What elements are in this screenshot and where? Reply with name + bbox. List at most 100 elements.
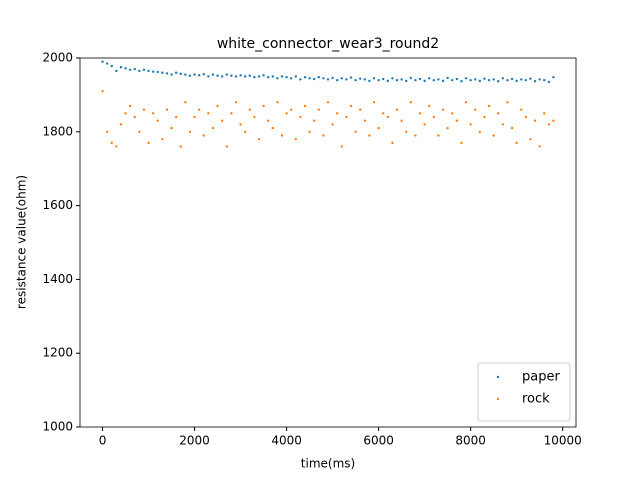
point	[257, 137, 261, 141]
point	[543, 78, 546, 82]
point	[533, 119, 537, 122]
point	[382, 77, 385, 81]
point	[280, 75, 284, 78]
point	[418, 112, 422, 115]
point	[303, 75, 307, 79]
point	[276, 101, 279, 104]
point	[294, 75, 297, 78]
point	[128, 104, 132, 108]
y-tick-label: 1800	[42, 124, 73, 138]
point	[280, 134, 284, 137]
legend-marker	[496, 397, 500, 401]
point	[193, 73, 196, 76]
point	[184, 101, 187, 104]
point	[234, 101, 238, 104]
point	[345, 78, 348, 81]
point	[285, 112, 288, 115]
point	[455, 77, 459, 81]
point	[188, 130, 192, 133]
point	[197, 108, 201, 111]
point	[510, 126, 514, 130]
point	[165, 72, 169, 75]
point	[184, 73, 187, 76]
legend-box	[477, 362, 571, 422]
point	[506, 101, 509, 104]
point	[451, 78, 454, 82]
point	[138, 130, 141, 133]
point	[211, 73, 215, 76]
point	[533, 80, 537, 83]
point	[474, 78, 477, 81]
point	[538, 145, 541, 148]
point	[492, 134, 495, 137]
y-tick-label: 1200	[42, 346, 73, 360]
point	[216, 74, 219, 77]
point	[165, 108, 169, 111]
point	[386, 79, 390, 83]
point	[271, 126, 274, 130]
point	[414, 134, 417, 137]
point	[317, 75, 320, 79]
point	[469, 78, 472, 82]
point	[354, 78, 357, 82]
point	[483, 115, 486, 119]
legend-marker	[496, 375, 500, 379]
point	[423, 79, 426, 83]
point	[515, 79, 518, 83]
point	[211, 126, 215, 130]
point	[253, 115, 256, 119]
point	[441, 79, 445, 83]
legend-label: paper	[522, 370, 560, 385]
point	[257, 75, 261, 78]
point	[216, 104, 219, 108]
point	[506, 78, 509, 82]
point	[395, 78, 399, 82]
point	[363, 119, 367, 122]
point	[487, 78, 491, 82]
point	[386, 115, 390, 119]
point	[285, 75, 288, 79]
point	[151, 112, 155, 115]
point	[299, 78, 302, 81]
point	[322, 77, 325, 80]
point	[119, 123, 123, 126]
point	[115, 145, 118, 148]
point	[428, 104, 431, 108]
point	[501, 123, 505, 126]
point	[262, 104, 265, 108]
x-tick-label: 4000	[271, 434, 302, 448]
point	[110, 141, 113, 145]
point	[547, 123, 551, 126]
point	[510, 77, 514, 81]
point	[262, 74, 265, 77]
point	[524, 115, 528, 119]
point	[487, 104, 491, 108]
point	[179, 145, 182, 148]
point	[464, 77, 468, 80]
point	[110, 64, 113, 68]
point	[363, 78, 367, 81]
point	[359, 108, 362, 111]
point	[234, 75, 238, 78]
point	[156, 70, 159, 74]
point	[151, 70, 155, 73]
y-tick-label: 1000	[42, 420, 73, 434]
point	[405, 79, 408, 83]
point	[460, 141, 463, 145]
point	[446, 126, 449, 130]
point	[428, 77, 431, 80]
point	[161, 137, 164, 141]
point	[253, 75, 256, 79]
point	[128, 68, 132, 72]
point	[395, 108, 399, 111]
point	[432, 115, 436, 119]
point	[474, 108, 477, 111]
chart-title: white_connector_wear3_round2	[217, 36, 439, 52]
point	[497, 80, 500, 83]
point	[451, 112, 454, 115]
point	[101, 90, 104, 93]
point	[405, 130, 408, 133]
point	[340, 145, 344, 148]
